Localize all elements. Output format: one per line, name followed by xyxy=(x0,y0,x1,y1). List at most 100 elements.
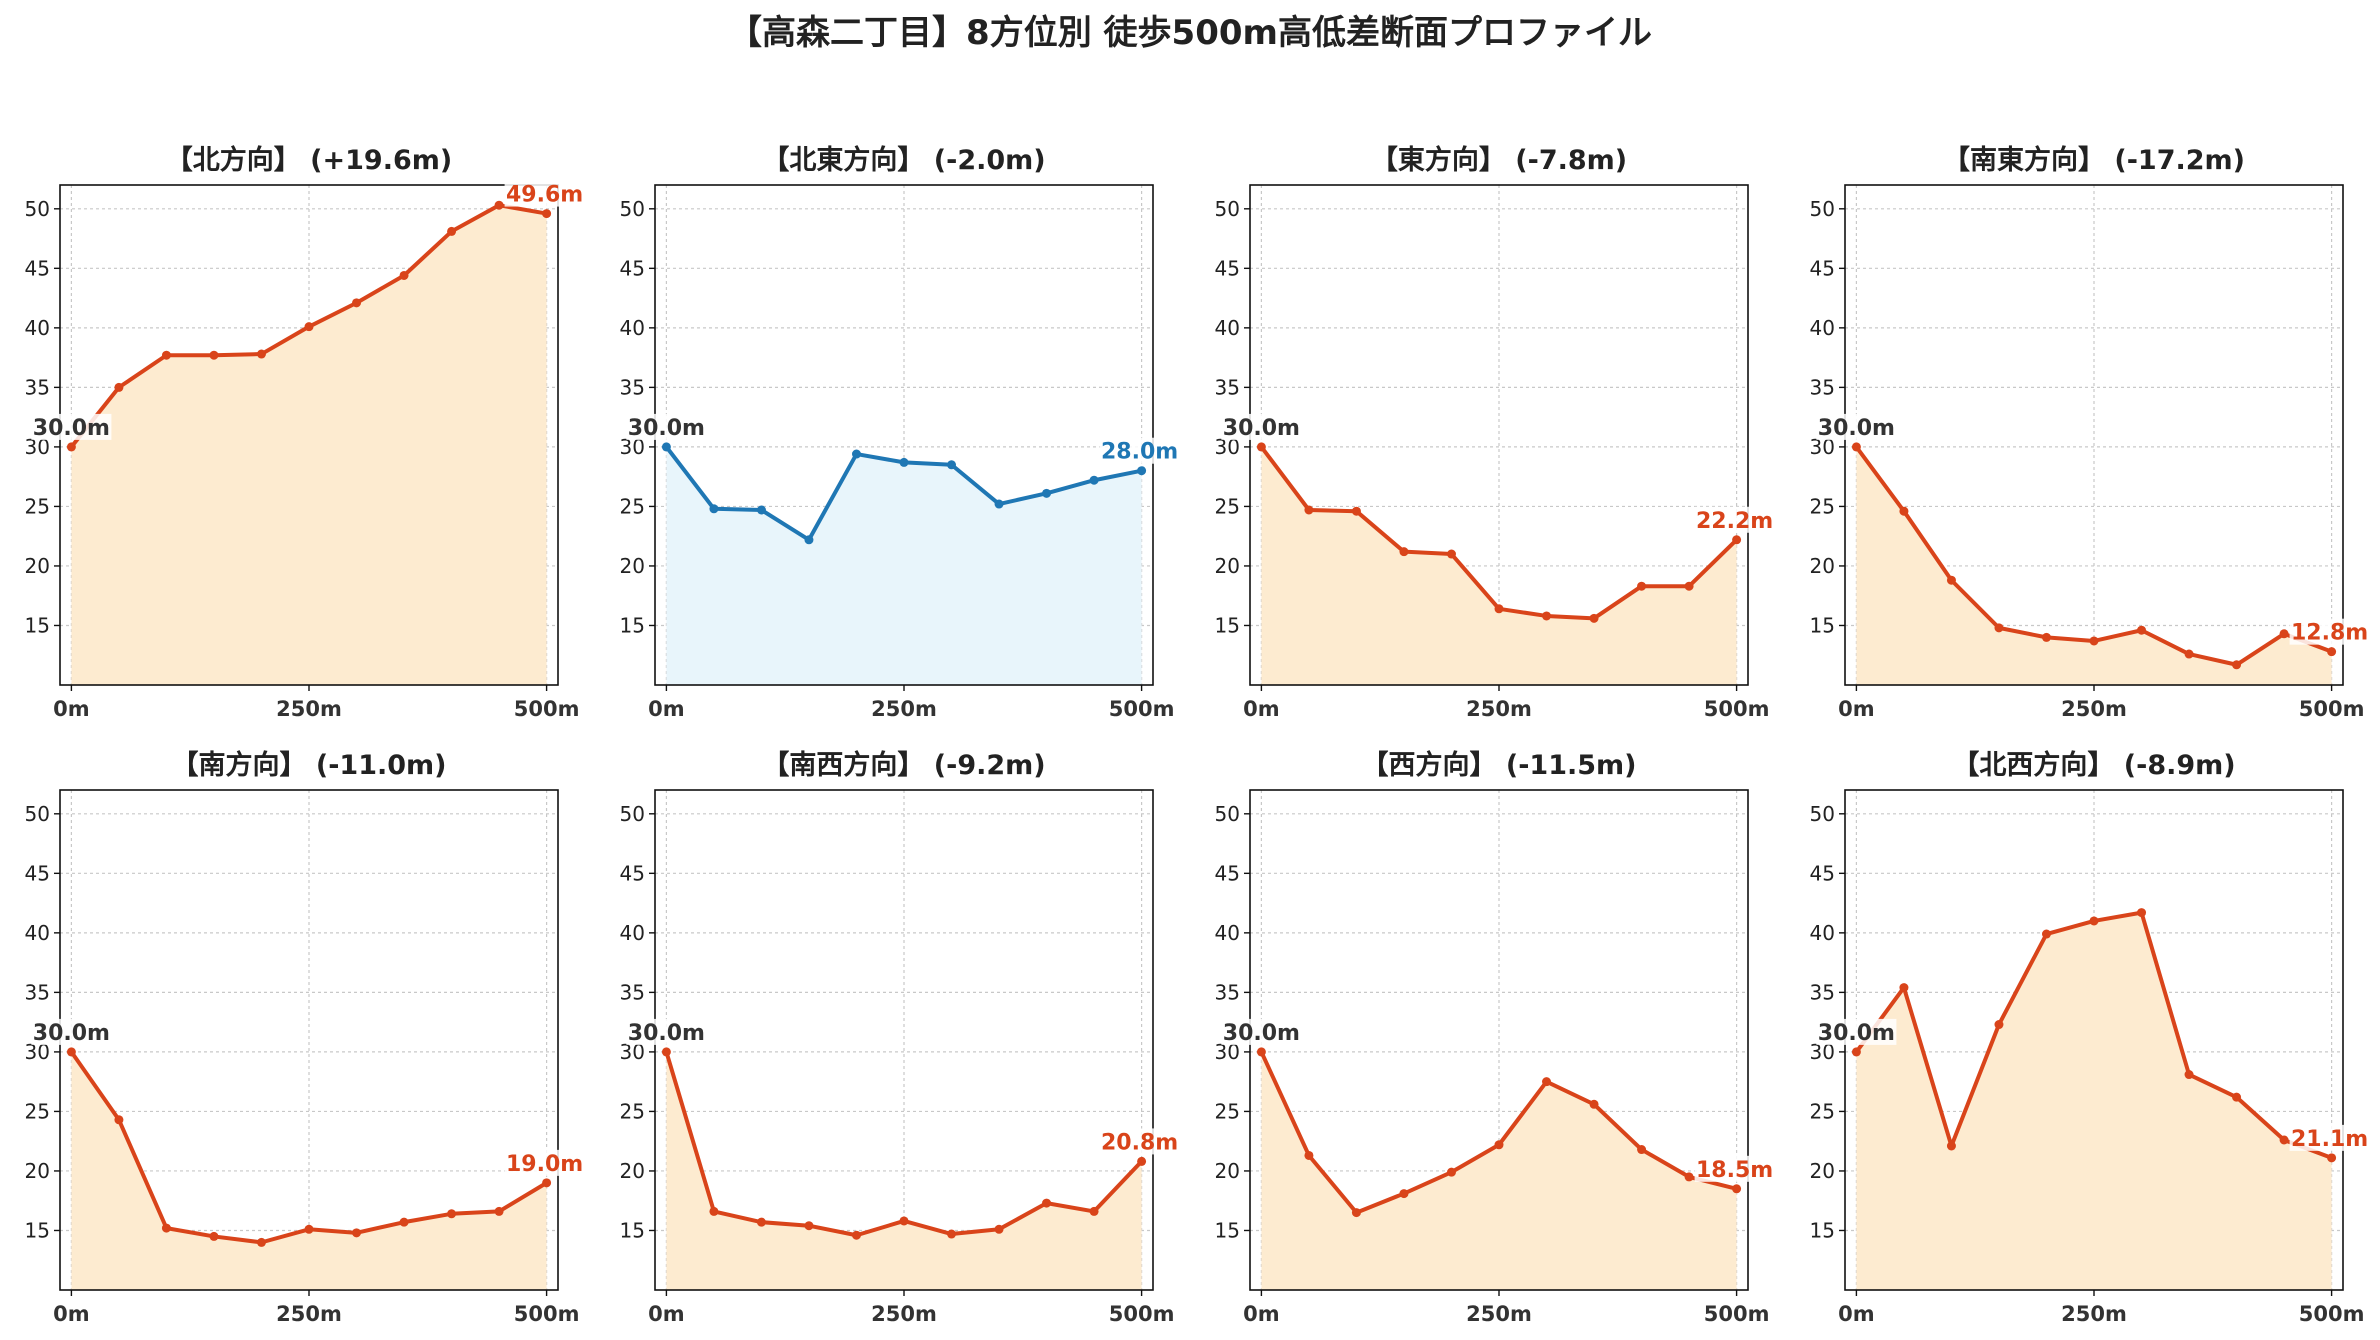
start-value-label: 30.0m xyxy=(628,416,705,441)
x-tick-label: 500m xyxy=(1109,697,1175,721)
start-label-bg xyxy=(1816,413,1897,440)
data-point xyxy=(1637,581,1647,591)
panel-title: 【南方向】 (-11.0m) xyxy=(171,749,446,781)
data-point xyxy=(161,350,171,360)
data-point xyxy=(756,505,766,515)
data-point xyxy=(494,200,504,210)
data-point xyxy=(1684,1172,1694,1182)
data-point xyxy=(1684,581,1694,591)
end-value-label: 49.6m xyxy=(506,183,583,208)
x-tick-label: 0m xyxy=(1243,1302,1280,1326)
elevation-area xyxy=(666,1051,1142,1290)
x-tick-label: 0m xyxy=(648,697,685,721)
data-point xyxy=(1589,613,1599,623)
end-label-bg xyxy=(2289,618,2370,645)
y-tick-label: 45 xyxy=(1810,861,1835,885)
elevation-area xyxy=(71,1051,547,1290)
data-point xyxy=(1732,535,1742,545)
y-tick-label: 40 xyxy=(1215,316,1240,340)
data-point xyxy=(256,349,266,359)
start-value-label: 30.0m xyxy=(1818,416,1895,441)
y-tick-label: 15 xyxy=(25,1218,50,1242)
data-point xyxy=(899,1216,909,1226)
data-point xyxy=(304,322,314,332)
y-tick-label: 50 xyxy=(25,197,50,221)
start-label-bg xyxy=(1221,413,1302,440)
data-point xyxy=(1042,488,1052,498)
y-tick-label: 45 xyxy=(1215,861,1240,885)
data-point xyxy=(114,382,124,392)
data-point xyxy=(1851,1047,1861,1057)
data-point xyxy=(399,270,409,280)
data-point xyxy=(2327,647,2337,657)
y-tick-label: 20 xyxy=(1810,554,1835,578)
data-point xyxy=(1446,549,1456,559)
data-point xyxy=(66,1047,76,1057)
y-tick-label: 25 xyxy=(620,1099,645,1123)
panel-title: 【北西方向】 (-8.9m) xyxy=(1952,749,2235,781)
data-point xyxy=(2279,629,2289,639)
data-point xyxy=(1304,1150,1314,1160)
data-point xyxy=(709,504,719,514)
y-tick-label: 40 xyxy=(25,921,50,945)
y-tick-label: 25 xyxy=(1215,494,1240,518)
elevation-area xyxy=(71,205,547,685)
end-value-label: 21.1m xyxy=(2291,1127,2368,1152)
panel-title: 【南西方向】 (-9.2m) xyxy=(762,749,1045,781)
data-point xyxy=(1089,475,1099,485)
data-point xyxy=(542,209,552,219)
data-point xyxy=(1542,611,1552,621)
start-value-label: 30.0m xyxy=(1818,1021,1895,1046)
y-tick-label: 35 xyxy=(1215,980,1240,1004)
x-tick-label: 250m xyxy=(276,697,342,721)
data-point xyxy=(2232,660,2242,670)
data-point xyxy=(114,1115,124,1125)
data-point xyxy=(661,442,671,452)
panel-title: 【西方向】 (-11.5m) xyxy=(1361,749,1636,781)
data-point xyxy=(756,1217,766,1227)
data-point xyxy=(1137,1156,1147,1166)
x-tick-label: 250m xyxy=(1466,697,1532,721)
y-tick-label: 45 xyxy=(25,256,50,280)
y-tick-label: 20 xyxy=(1215,1159,1240,1183)
data-point xyxy=(1137,466,1147,476)
x-tick-label: 500m xyxy=(2299,697,2365,721)
y-tick-label: 20 xyxy=(25,1159,50,1183)
data-point xyxy=(899,457,909,467)
data-point xyxy=(66,442,76,452)
y-tick-label: 15 xyxy=(25,613,50,637)
elevation-area xyxy=(1856,912,2332,1290)
y-tick-label: 15 xyxy=(1215,613,1240,637)
x-tick-label: 500m xyxy=(514,697,580,721)
elevation-area xyxy=(1261,446,1737,685)
y-tick-label: 35 xyxy=(1810,375,1835,399)
y-tick-label: 20 xyxy=(620,554,645,578)
data-point xyxy=(1899,506,1909,516)
data-point xyxy=(304,1224,314,1234)
x-tick-label: 0m xyxy=(53,697,90,721)
data-point xyxy=(1994,623,2004,633)
elevation-area xyxy=(1261,1051,1737,1290)
end-value-label: 20.8m xyxy=(1101,1130,1178,1155)
y-tick-label: 20 xyxy=(25,554,50,578)
y-tick-label: 35 xyxy=(1215,375,1240,399)
y-tick-label: 40 xyxy=(1810,921,1835,945)
data-point xyxy=(709,1206,719,1216)
y-tick-label: 15 xyxy=(620,613,645,637)
start-value-label: 30.0m xyxy=(1223,416,1300,441)
y-tick-label: 50 xyxy=(25,802,50,826)
data-point xyxy=(2184,1070,2194,1080)
y-tick-label: 15 xyxy=(1810,1218,1835,1242)
data-point xyxy=(2279,1135,2289,1145)
data-point xyxy=(994,1224,1004,1234)
x-tick-label: 250m xyxy=(871,1302,937,1326)
y-tick-label: 50 xyxy=(1215,802,1240,826)
panel-title: 【南東方向】 (-17.2m) xyxy=(1943,144,2245,176)
data-point xyxy=(1304,505,1314,515)
